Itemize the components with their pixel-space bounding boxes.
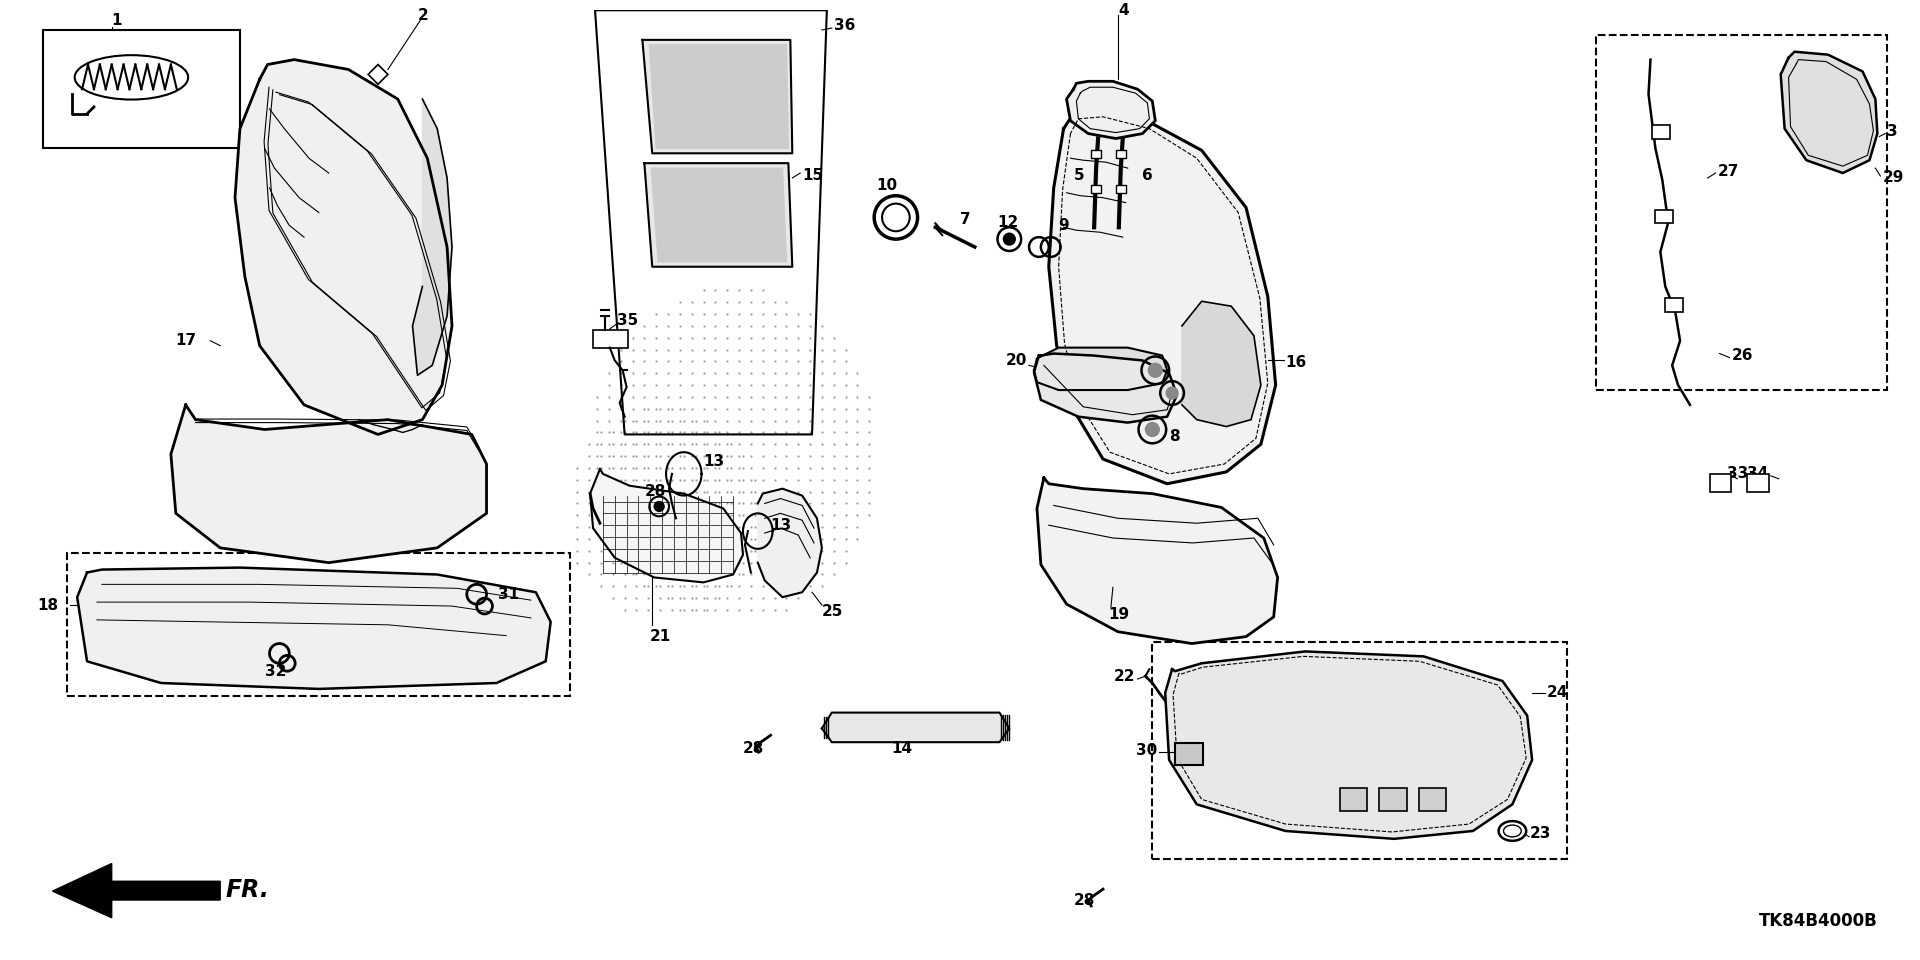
Text: 33: 33 [1728,467,1749,481]
Polygon shape [77,567,551,689]
Polygon shape [645,163,793,267]
Polygon shape [1048,111,1275,484]
Bar [1747,474,1768,492]
Text: 34: 34 [1747,467,1768,481]
Bar [1379,787,1407,811]
Text: 12: 12 [998,215,1020,229]
Text: 2: 2 [417,8,428,23]
Bar [593,330,628,348]
Text: 25: 25 [822,605,843,619]
Text: 3: 3 [1887,124,1897,139]
Bar [1091,151,1100,158]
Text: 36: 36 [833,17,854,33]
Text: 16: 16 [1286,355,1308,370]
Bar [1709,474,1732,492]
Text: 15: 15 [803,169,824,183]
Circle shape [1165,387,1179,399]
Text: 27: 27 [1718,163,1740,179]
Bar [1116,185,1125,193]
Text: FR.: FR. [225,878,269,902]
Bar [1596,35,1887,390]
Text: 28: 28 [645,484,666,499]
Polygon shape [52,863,221,918]
Polygon shape [758,489,822,597]
Text: 28: 28 [1073,894,1094,908]
Polygon shape [822,712,1010,742]
Polygon shape [1183,301,1261,426]
Text: 1: 1 [111,12,123,28]
Polygon shape [1035,353,1177,422]
Bar [1419,787,1446,811]
Circle shape [1148,364,1162,377]
Circle shape [1146,422,1160,437]
Text: 10: 10 [876,179,897,193]
Polygon shape [1165,652,1532,839]
Text: 31: 31 [499,587,520,602]
Text: 8: 8 [1169,429,1179,444]
Text: 22: 22 [1114,668,1135,684]
Text: 28: 28 [743,740,764,756]
Circle shape [1004,233,1016,245]
Text: 32: 32 [265,663,286,679]
Text: 35: 35 [616,314,637,328]
Bar [42,30,240,149]
Text: 6: 6 [1142,169,1154,183]
Polygon shape [589,468,743,583]
Bar [1655,209,1672,224]
Polygon shape [1066,82,1156,138]
Bar [1091,185,1100,193]
Polygon shape [413,99,451,375]
Text: 26: 26 [1732,348,1753,363]
Polygon shape [234,60,451,435]
Text: 4: 4 [1117,3,1129,18]
Bar [67,553,570,696]
Text: 30: 30 [1137,743,1158,757]
Text: 14: 14 [891,740,912,756]
Circle shape [881,204,910,231]
Circle shape [655,501,664,512]
Text: 24: 24 [1548,685,1569,701]
Text: 20: 20 [1006,353,1027,368]
Bar [1116,151,1125,158]
Polygon shape [171,405,486,563]
Text: 29: 29 [1882,171,1903,185]
Text: 13: 13 [770,517,791,533]
Polygon shape [1780,52,1878,173]
Bar [1665,299,1684,312]
Text: 5: 5 [1073,169,1085,183]
Bar [1152,641,1567,858]
Polygon shape [1037,478,1277,643]
Polygon shape [369,64,388,84]
Text: 11: 11 [1079,348,1100,363]
Bar [1653,125,1670,138]
Text: 13: 13 [703,453,724,468]
Text: 21: 21 [649,629,670,644]
Bar [1340,787,1367,811]
Polygon shape [651,168,787,262]
Text: 7: 7 [960,212,972,227]
Text: 23: 23 [1530,827,1551,841]
Polygon shape [643,40,793,154]
Text: 9: 9 [1058,218,1069,233]
Bar [1175,743,1202,765]
Polygon shape [1035,348,1167,390]
Text: 19: 19 [1108,608,1129,622]
Text: 17: 17 [177,333,198,348]
Polygon shape [649,45,789,149]
Text: 18: 18 [38,597,60,612]
Text: TK84B4000B: TK84B4000B [1759,912,1878,929]
